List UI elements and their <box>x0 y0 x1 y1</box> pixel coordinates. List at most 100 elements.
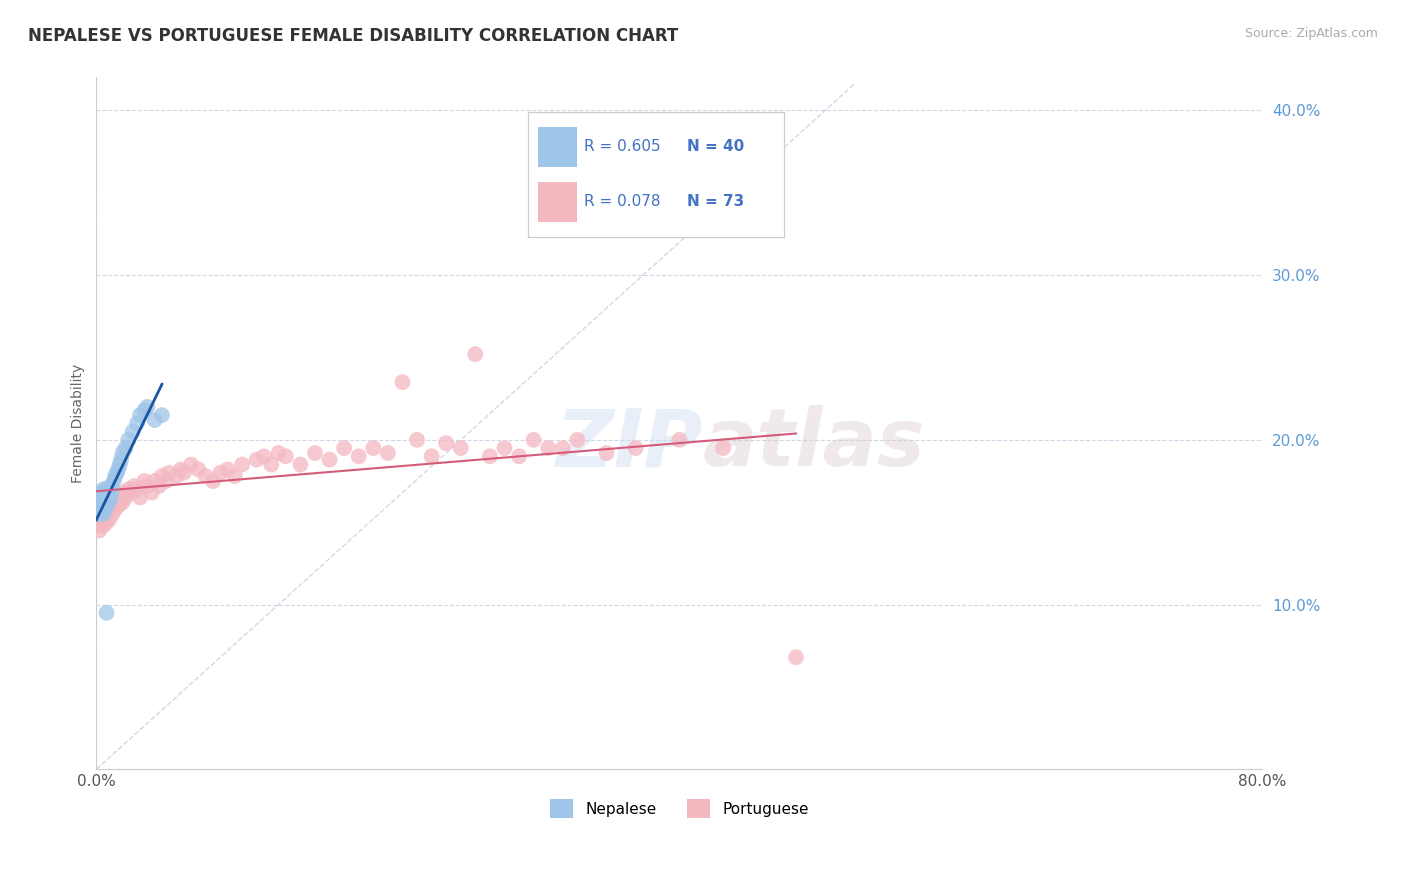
Point <box>274 450 297 464</box>
Point <box>93 483 115 497</box>
Point <box>624 441 647 455</box>
Point <box>103 474 125 488</box>
Point <box>111 495 134 509</box>
Point <box>120 485 142 500</box>
Point <box>170 462 193 476</box>
Point <box>97 485 120 500</box>
Point <box>96 606 118 620</box>
Point <box>136 400 159 414</box>
Point <box>97 495 120 509</box>
Point <box>464 347 486 361</box>
Point <box>104 469 127 483</box>
Point <box>101 507 124 521</box>
Point <box>508 450 530 464</box>
Point <box>155 474 177 488</box>
Text: NEPALESE VS PORTUGUESE FEMALE DISABILITY CORRELATION CHART: NEPALESE VS PORTUGUESE FEMALE DISABILITY… <box>28 27 678 45</box>
Point <box>333 441 356 455</box>
Point <box>89 507 111 521</box>
Point <box>267 446 290 460</box>
Point <box>111 446 134 460</box>
Point <box>143 474 166 488</box>
Point <box>391 375 413 389</box>
Point <box>595 446 617 460</box>
Point <box>104 502 127 516</box>
Point <box>93 499 115 513</box>
Point <box>91 491 114 505</box>
Point <box>187 462 209 476</box>
Point <box>91 495 114 509</box>
Text: Source: ZipAtlas.com: Source: ZipAtlas.com <box>1244 27 1378 40</box>
Point <box>103 499 125 513</box>
Point <box>94 512 117 526</box>
Point <box>127 417 149 431</box>
Point <box>551 441 574 455</box>
Point <box>108 495 131 509</box>
Point <box>97 507 120 521</box>
Point <box>537 441 560 455</box>
Point <box>450 441 472 455</box>
Point <box>129 491 152 505</box>
Legend: Nepalese, Portuguese: Nepalese, Portuguese <box>544 793 815 824</box>
Point <box>318 452 340 467</box>
Point <box>347 450 370 464</box>
Point <box>157 466 180 480</box>
Point <box>94 493 117 508</box>
Point <box>150 469 173 483</box>
Point <box>122 479 145 493</box>
Point <box>93 518 115 533</box>
Point <box>173 466 195 480</box>
Point <box>420 450 443 464</box>
Point <box>91 515 114 529</box>
Point <box>148 479 170 493</box>
Point <box>98 493 121 508</box>
Point <box>231 458 253 472</box>
Point <box>304 446 326 460</box>
Point <box>121 425 143 439</box>
Point <box>290 458 312 472</box>
Point <box>100 491 122 505</box>
Point <box>166 469 188 483</box>
Point <box>377 446 399 460</box>
Point <box>96 499 118 513</box>
Point <box>434 436 457 450</box>
Point <box>100 479 122 493</box>
Point <box>217 462 239 476</box>
Point <box>96 515 118 529</box>
Point <box>101 483 124 497</box>
Point <box>180 458 202 472</box>
Point <box>90 499 112 513</box>
Point <box>94 485 117 500</box>
Point <box>134 403 156 417</box>
Point <box>494 441 516 455</box>
Point <box>100 502 122 516</box>
Point <box>117 483 139 497</box>
Point <box>141 485 163 500</box>
Point <box>98 483 121 497</box>
Point <box>107 499 129 513</box>
Point <box>785 650 807 665</box>
Point <box>110 452 132 467</box>
Point <box>224 469 246 483</box>
Point <box>93 507 115 521</box>
Text: atlas: atlas <box>703 405 925 483</box>
Point <box>136 479 159 493</box>
Point <box>110 491 132 505</box>
Point <box>129 408 152 422</box>
Point <box>668 433 690 447</box>
Point <box>201 474 224 488</box>
Point <box>246 452 269 467</box>
Text: ZIP: ZIP <box>555 405 703 483</box>
Point <box>96 491 118 505</box>
Point <box>112 485 135 500</box>
Point <box>150 408 173 422</box>
Point <box>134 474 156 488</box>
Point <box>91 485 114 500</box>
Point <box>105 466 128 480</box>
Point <box>89 524 111 538</box>
Point <box>105 495 128 509</box>
Y-axis label: Female Disability: Female Disability <box>72 364 86 483</box>
Point <box>143 413 166 427</box>
Point <box>406 433 429 447</box>
Point <box>114 491 136 505</box>
Point <box>567 433 589 447</box>
